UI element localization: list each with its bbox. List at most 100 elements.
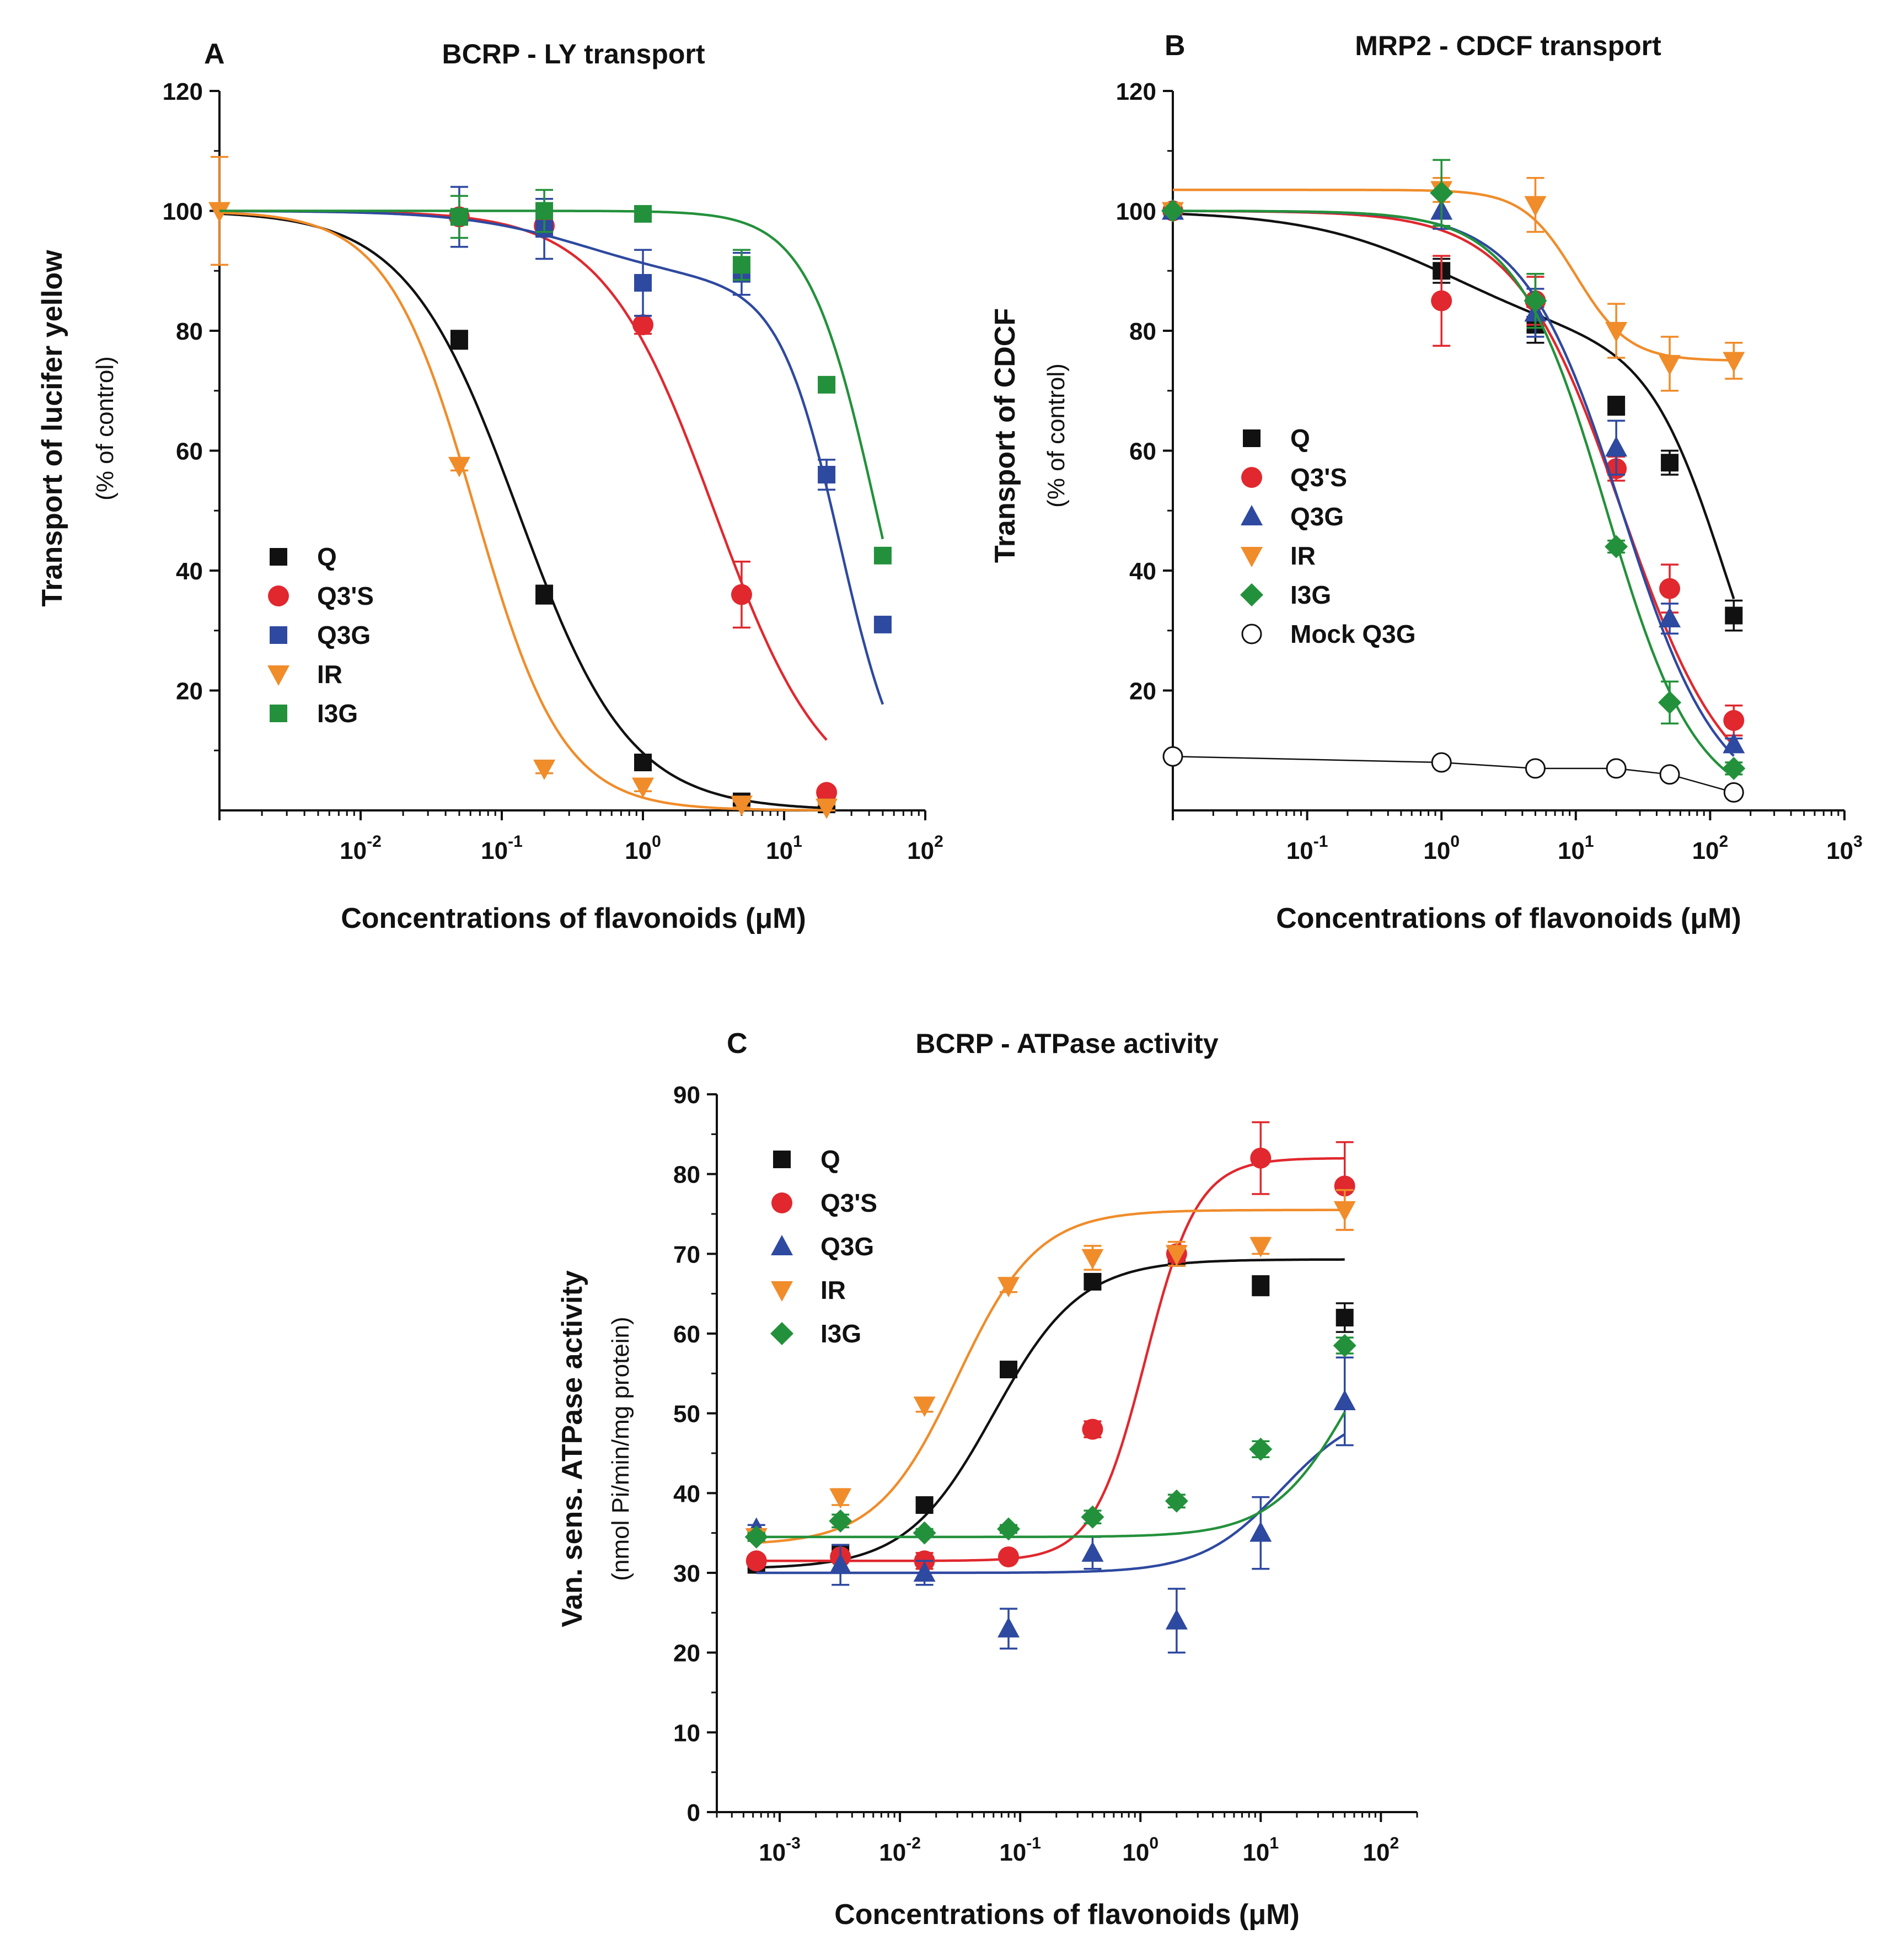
data-point (1659, 578, 1681, 599)
y-tick-label: 40 (176, 558, 203, 585)
data-point (1082, 1418, 1103, 1440)
x-tick-label: 10-2 (879, 1834, 921, 1866)
data-point (1606, 758, 1627, 779)
y-tick-label: 20 (176, 678, 203, 705)
legend-label: Q3G (1290, 502, 1344, 531)
x-tick-label: 102 (1363, 1834, 1399, 1866)
y-tick-label: 20 (673, 1640, 700, 1667)
y-tick-label: 10 (673, 1719, 700, 1746)
data-point (915, 1496, 934, 1514)
data-point (1607, 396, 1626, 415)
x-axis-label: Concentrations of flavonoids (μM) (341, 902, 806, 934)
x-tick-label: 10-1 (481, 832, 523, 864)
legend-marker (270, 548, 287, 566)
x-tick-label: 10-1 (999, 1834, 1041, 1866)
data-point (1000, 1361, 1018, 1379)
chart-title: BCRP - LY transport (442, 39, 705, 69)
x-tick-label: 101 (766, 832, 802, 864)
legend-marker (1241, 624, 1262, 644)
data-point (1165, 1245, 1188, 1266)
x-tick-label: 101 (1242, 1834, 1279, 1866)
legend-label: Q3'S (317, 582, 374, 610)
fit-curve (756, 1157, 1345, 1562)
x-ticks: 10-2 10-1 100 101 102 (218, 810, 943, 864)
y-tick-label: 60 (673, 1321, 700, 1348)
data-point (1333, 1389, 1356, 1410)
y-tick-label: 80 (176, 318, 203, 345)
data-point (818, 375, 836, 394)
data-point (1524, 196, 1547, 217)
panel-letter: C (727, 1028, 748, 1060)
x-ticks: 10-3 10-2 10-1 100 101 102 (716, 1812, 1418, 1866)
data-point (829, 1488, 852, 1509)
y-ticks: 0 10 20 30 40 50 60 70 80 90 (673, 1082, 717, 1826)
fit-curve (1173, 189, 1734, 362)
legend: Q Q3'S Q3G IR I3G Mock Q3G (1240, 424, 1416, 648)
x-tick-label: 10-3 (759, 1834, 801, 1866)
legend-marker (770, 1322, 793, 1345)
y-tick-label: 90 (673, 1082, 700, 1109)
x-axis-label: Concentrations of flavonoids (μM) (834, 1899, 1300, 1931)
legend-label: Q (1290, 424, 1310, 453)
data-point (1081, 1249, 1104, 1270)
data-point (1165, 1609, 1188, 1630)
series-ir (208, 155, 838, 819)
legend-label: IR (1290, 541, 1316, 570)
data-point (634, 754, 652, 771)
data-point (1605, 535, 1628, 558)
y-tick-label: 80 (1129, 318, 1156, 345)
fit-curve (1172, 212, 1735, 600)
data-point (913, 1521, 936, 1545)
y-tick-label: 50 (673, 1401, 700, 1428)
legend-label: I3G (1290, 581, 1331, 609)
fit-curve (756, 1258, 1345, 1569)
y-tick-label: 120 (1116, 78, 1156, 105)
data-point (1336, 1309, 1354, 1327)
fit-curve (756, 1208, 1345, 1544)
data-point (1723, 352, 1745, 373)
data-point (1431, 752, 1452, 773)
data-point (1659, 354, 1681, 375)
legend-label: Q (317, 542, 337, 571)
panel-letter: B (1165, 30, 1186, 62)
y-axis-sublabel: (% of control) (92, 356, 119, 501)
data-point (1658, 691, 1682, 714)
data-point (450, 208, 468, 226)
legend-marker (1241, 467, 1262, 488)
legend-marker (268, 585, 289, 606)
data-point (998, 1546, 1020, 1568)
y-tick-label: 60 (176, 438, 203, 465)
data-point (1249, 1237, 1272, 1257)
legend-marker (270, 705, 287, 722)
series-i3g (744, 1334, 1356, 1549)
legend-label: Q3G (820, 1232, 874, 1261)
data-point (1525, 758, 1546, 779)
x-tick-label: 100 (625, 832, 661, 864)
legend-marker (270, 626, 287, 644)
x-tick-label: 101 (1558, 832, 1594, 864)
chart-title: MRP2 - CDCF transport (1355, 30, 1661, 61)
y-tick-label: 30 (673, 1560, 700, 1587)
y-tick-label: 80 (673, 1162, 700, 1189)
data-point (1605, 322, 1628, 342)
legend-label: Q (820, 1145, 840, 1174)
data-point (1725, 606, 1743, 625)
series-q3s (745, 1121, 1355, 1572)
y-axis-label: Transport of CDCF (989, 308, 1021, 563)
data-point (818, 466, 836, 483)
legend-marker (267, 665, 289, 686)
data-point (448, 456, 470, 477)
data-point (1659, 607, 1681, 627)
legend-label: I3G (317, 699, 358, 728)
legend-marker (771, 1192, 792, 1213)
data-point (1162, 746, 1183, 767)
data-point (745, 1550, 767, 1572)
data-point (730, 796, 753, 816)
data-point (1722, 756, 1746, 780)
data-point (1250, 1147, 1272, 1169)
series-i3g (219, 189, 892, 565)
legend-marker (1241, 505, 1263, 525)
data-point (1524, 289, 1547, 313)
data-point (1084, 1272, 1102, 1291)
series-q (1164, 202, 1743, 632)
